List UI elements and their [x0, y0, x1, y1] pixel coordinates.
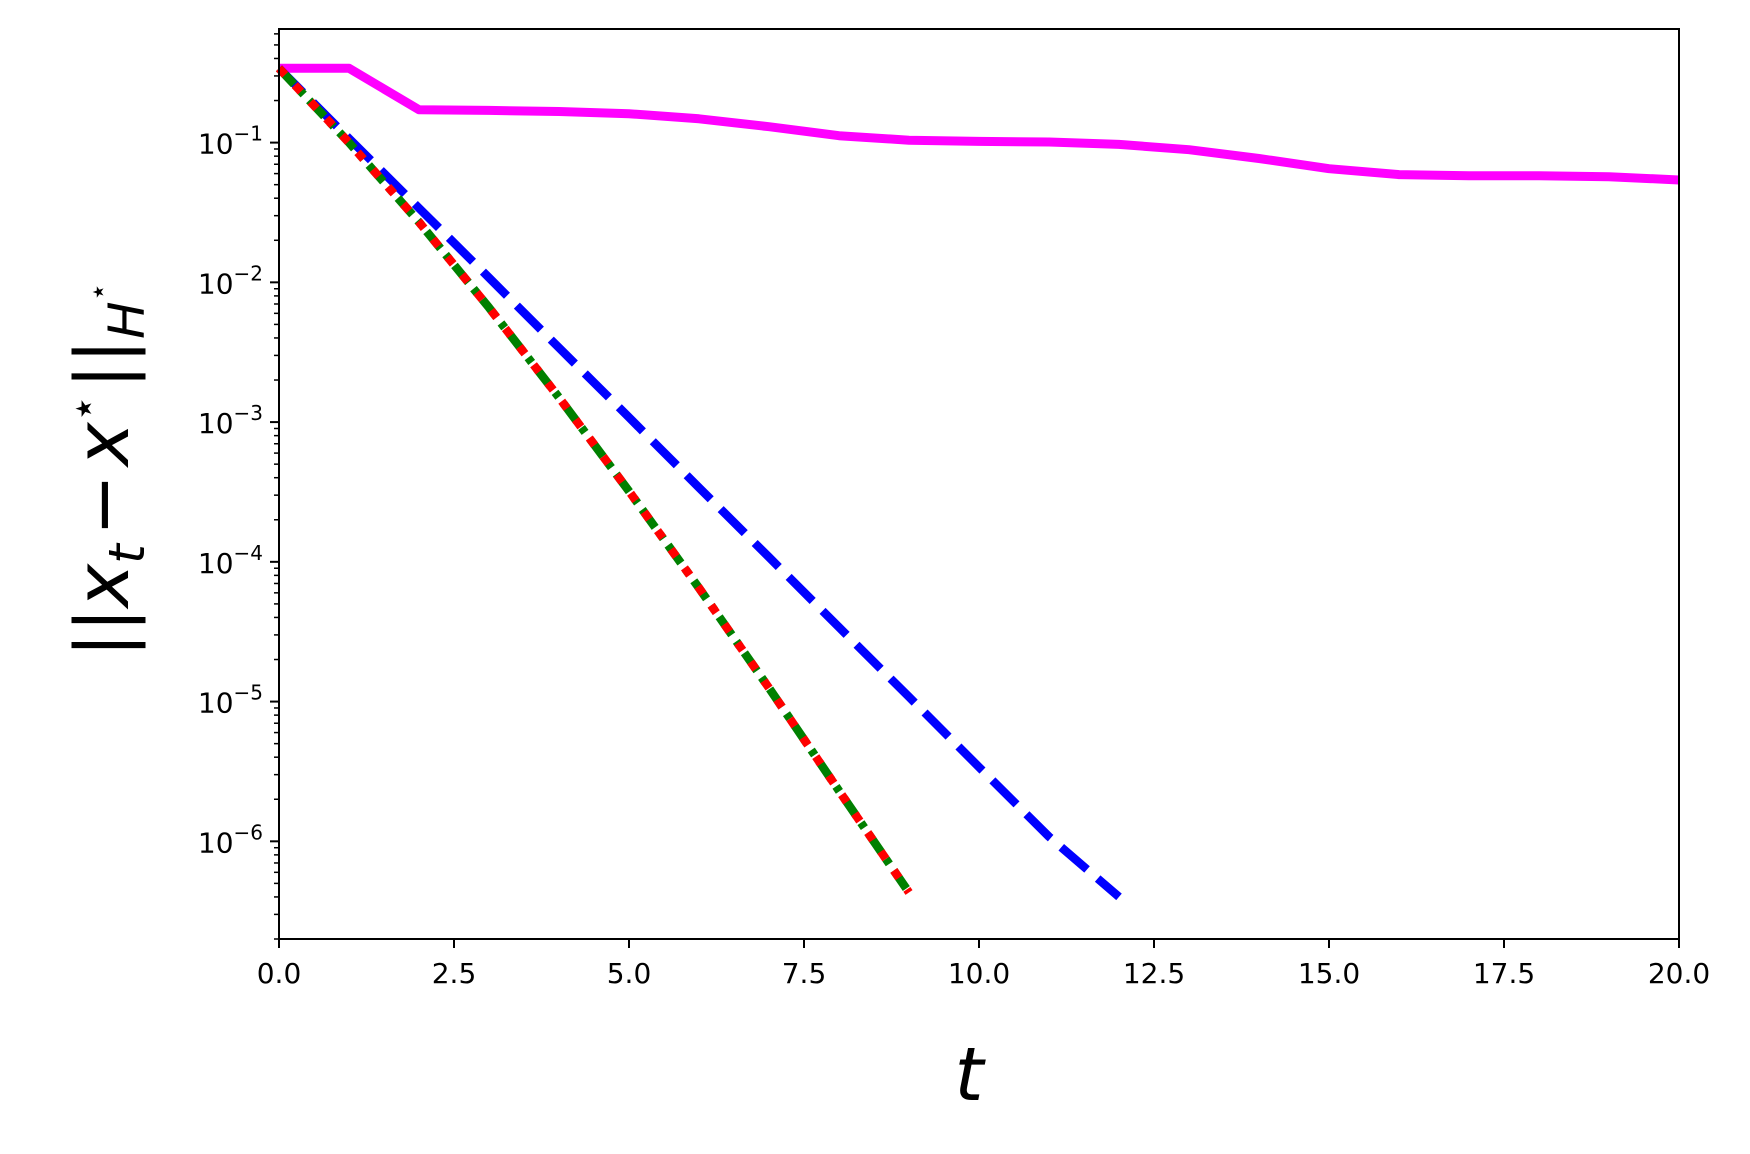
- series-line-3: [275, 65, 913, 895]
- y-axis-label: ||xt−x⋆||H⋆: [58, 283, 156, 658]
- ylabel-sub-t: t: [98, 542, 156, 564]
- ylabel-x: x: [60, 563, 146, 610]
- x-tick-label-1: 2.5: [432, 957, 477, 990]
- y-tick-label-4: 10−5: [198, 681, 263, 720]
- x-tick-label-6: 15.0: [1298, 957, 1360, 990]
- y-tick-label-2: 10−3: [198, 401, 263, 440]
- x-tick-label-7: 17.5: [1473, 957, 1535, 990]
- x-tick-label-4: 10.0: [948, 957, 1010, 990]
- y-tick-label-0: 10−1: [198, 122, 263, 161]
- ylabel-bars-right: ||: [60, 339, 146, 389]
- plot-frame: [278, 28, 1680, 940]
- y-tick-label-5: 10−6: [198, 820, 263, 859]
- svg-text:||xt−x⋆||H⋆: ||xt−x⋆||H⋆: [58, 283, 156, 658]
- x-tick-label-5: 12.5: [1123, 957, 1185, 990]
- y-tick-label-3: 10−4: [198, 541, 263, 580]
- series-line-0: [279, 63, 1680, 185]
- x-axis-label: t: [954, 1032, 986, 1118]
- y-tick-label-1: 10−2: [198, 261, 263, 300]
- series-line-2: [275, 65, 913, 895]
- ylabel-sub-H: H: [98, 301, 156, 339]
- series-layer: [275, 63, 1680, 901]
- series-line-1: [275, 65, 1122, 901]
- x-tick-label-8: 20.0: [1648, 957, 1710, 990]
- ylabel-sub-star: ⋆: [81, 283, 116, 302]
- x-tick-label-0: 0.0: [257, 957, 302, 990]
- ticks-layer: 0.0 2.5 5.0 7.5 10.0 12.5 15.0 17.5 20.0 10−1 10−2…: [198, 33, 1710, 990]
- ylabel-x2: x: [60, 421, 146, 468]
- ylabel-minus: −: [60, 474, 146, 536]
- x-tick-label-3: 7.5: [782, 957, 827, 990]
- x-tick-label-2: 5.0: [607, 957, 652, 990]
- ylabel-star: ⋆: [58, 395, 109, 423]
- ylabel-bars-left: ||: [60, 608, 146, 658]
